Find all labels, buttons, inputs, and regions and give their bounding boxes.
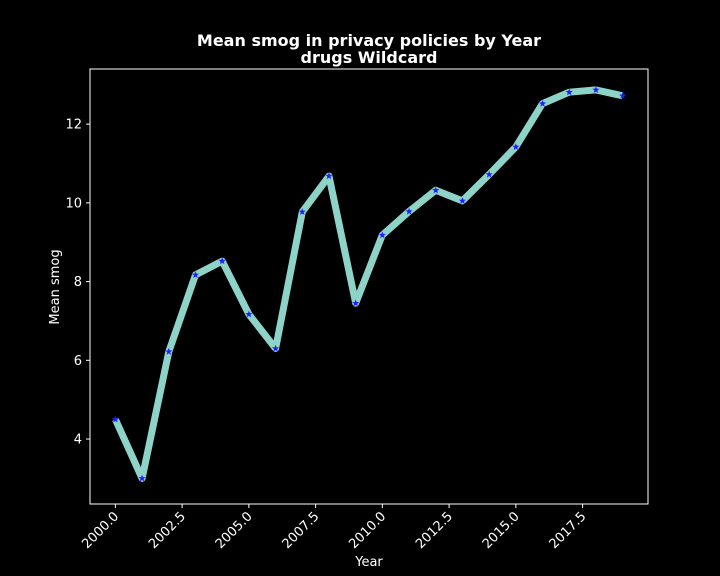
- data-point: [218, 257, 226, 265]
- data-point: [485, 170, 493, 178]
- data-series: [111, 86, 627, 482]
- chart-subtitle: drugs Wildcard: [301, 48, 438, 67]
- y-axis-label: Mean smog: [48, 249, 63, 324]
- data-point: [619, 91, 627, 99]
- x-tick-label: 2005.0: [213, 509, 256, 552]
- y-tick-label: 10: [65, 196, 82, 211]
- y-tick-label: 12: [65, 118, 82, 133]
- x-tick-label: 2002.5: [146, 509, 189, 552]
- data-point: [538, 99, 547, 107]
- x-tick-label: 2007.5: [280, 509, 323, 552]
- plot-frame: [89, 68, 649, 505]
- series-line: [112, 86, 624, 482]
- y-tick-label: 6: [74, 354, 82, 369]
- data-point: [271, 344, 280, 352]
- y-tick-label: 4: [74, 433, 82, 448]
- data-point: [432, 186, 440, 194]
- data-point: [458, 197, 467, 204]
- y-axis: 4 6 8 10 12: [65, 118, 90, 448]
- x-tick-label: 2010.0: [346, 509, 389, 552]
- data-point: [592, 86, 600, 93]
- x-axis: 2000.0 2002.5 2005.0 2007.5 2010.0 2012.5 2015…: [79, 504, 589, 552]
- data-point: [165, 347, 173, 355]
- x-tick-label: 2015.0: [480, 509, 523, 552]
- y-tick-label: 8: [74, 275, 82, 290]
- x-tick-label: 2012.5: [413, 509, 456, 552]
- data-point: [512, 143, 520, 151]
- x-tick-label: 2000.0: [79, 509, 122, 552]
- data-point: [378, 231, 386, 239]
- data-point: [138, 474, 146, 482]
- data-point: [565, 88, 573, 96]
- data-point: [405, 207, 413, 215]
- data-point: [325, 172, 333, 180]
- x-tick-label: 2017.5: [547, 509, 590, 552]
- x-axis-label: Year: [354, 555, 383, 570]
- data-point: [111, 415, 119, 423]
- chart-title: Mean smog in privacy policies by Year: [197, 31, 541, 50]
- data-point: [245, 310, 253, 318]
- data-point: [298, 208, 306, 215]
- data-point: [352, 299, 360, 307]
- data-point: [191, 271, 200, 278]
